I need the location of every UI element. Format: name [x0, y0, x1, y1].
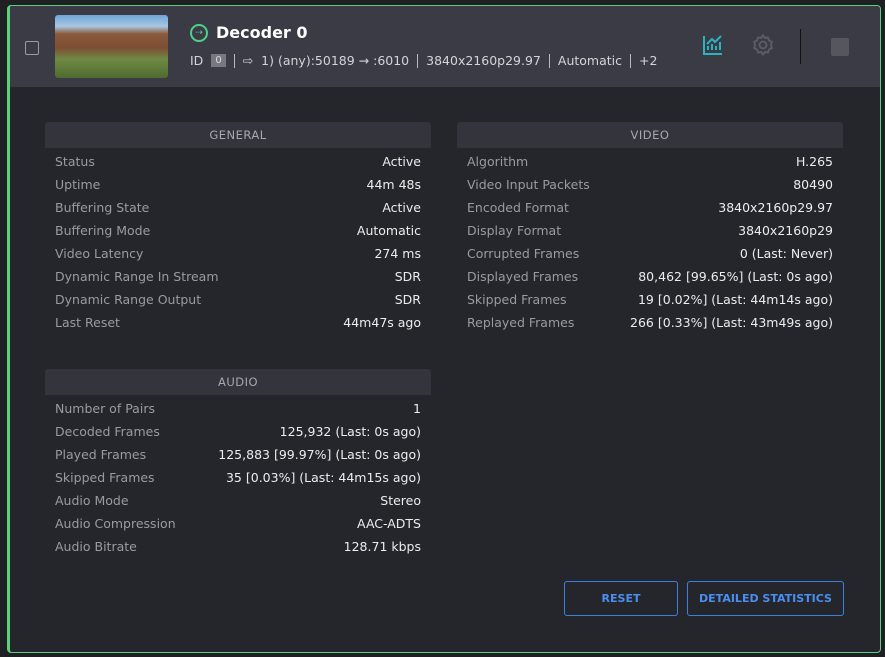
row-value: 274 ms	[374, 246, 421, 261]
audio-section: AUDIO Number of Pairs 1 Decoded Frames 125,…	[45, 369, 431, 558]
row-label: Corrupted Frames	[467, 246, 580, 261]
row-label: Number of Pairs	[55, 401, 155, 416]
audio-title: AUDIO	[45, 369, 431, 395]
row-label: Algorithm	[467, 154, 529, 169]
audio-row: Audio Compression AAC-ADTS	[45, 512, 431, 535]
decoder-meta: ID 0 ⇨ 1) (any):50189 → :6010 3840x2160p…	[190, 53, 657, 68]
row-value: 1	[413, 401, 421, 416]
audio-row: Audio Bitrate 128.71 kbps	[45, 535, 431, 558]
general-section: GENERAL Status Active Uptime 44m 48s Bufferi…	[45, 122, 431, 334]
general-row: Last Reset 44m47s ago	[45, 311, 431, 334]
row-label: Audio Bitrate	[55, 539, 137, 554]
general-title: GENERAL	[45, 122, 431, 148]
row-label: Dynamic Range Output	[55, 292, 202, 307]
row-value: Stereo	[380, 493, 421, 508]
audio-row: Number of Pairs 1	[45, 397, 431, 420]
video-row: Video Input Packets 80490	[457, 173, 843, 196]
audio-row: Decoded Frames 125,932 (Last: 0s ago)	[45, 420, 431, 443]
row-label: Replayed Frames	[467, 315, 575, 330]
video-row: Corrupted Frames 0 (Last: Never)	[457, 242, 843, 265]
id-label: ID	[190, 53, 204, 68]
row-value: 80,462 [99.65%] (Last: 0s ago)	[638, 269, 833, 284]
row-value: 35 [0.03%] (Last: 44m15s ago)	[225, 470, 421, 485]
row-label: Audio Compression	[55, 516, 176, 531]
video-thumbnail[interactable]	[55, 15, 168, 78]
row-label: Video Latency	[55, 246, 144, 261]
row-label: Uptime	[55, 177, 101, 192]
row-value: SDR	[394, 269, 421, 284]
settings-gear-icon[interactable]	[752, 33, 774, 61]
row-value: Active	[382, 154, 421, 169]
row-label: Displayed Frames	[467, 269, 579, 284]
mode-info: Automatic	[557, 53, 622, 68]
video-row: Algorithm H.265	[457, 150, 843, 173]
decoder-status-icon: ⇢	[190, 23, 208, 42]
general-row: Video Latency 274 ms	[45, 242, 431, 265]
format-info: 3840x2160p29.97	[426, 53, 541, 68]
video-section: VIDEO Algorithm H.265 Video Input Packets 8…	[457, 122, 843, 334]
row-value: Automatic	[356, 223, 421, 238]
audio-row: Audio Mode Stereo	[45, 489, 431, 512]
video-row: Skipped Frames 19 [0.02%] (Last: 44m14s a…	[457, 288, 843, 311]
general-row: Status Active	[45, 150, 431, 173]
row-value: Active	[382, 200, 421, 215]
row-value: 44m 48s	[366, 177, 421, 192]
stop-button[interactable]	[831, 38, 849, 56]
row-value: 125,883 [99.97%] (Last: 0s ago)	[218, 447, 421, 462]
decoder-name: Decoder 0	[216, 23, 308, 42]
row-value: 125,932 (Last: 0s ago)	[279, 424, 421, 439]
general-row: Buffering State Active	[45, 196, 431, 219]
row-value: 266 [0.33%] (Last: 43m49s ago)	[630, 315, 833, 330]
row-value: 19 [0.02%] (Last: 44m14s ago)	[637, 292, 833, 307]
row-label: Video Input Packets	[467, 177, 590, 192]
row-label: Dynamic Range In Stream	[55, 269, 219, 284]
row-label: Decoded Frames	[55, 424, 160, 439]
row-value: 44m47s ago	[343, 315, 421, 330]
decoder-header: ⇢ Decoder 0 ID 0 ⇨ 1) (any):50189 → :601…	[10, 6, 880, 87]
row-label: Status	[55, 154, 95, 169]
row-value: SDR	[394, 292, 421, 307]
row-value: AAC-ADTS	[357, 516, 421, 531]
detailed-statistics-button[interactable]: DETAILED STATISTICS	[687, 581, 844, 616]
more-badge[interactable]: +2	[639, 53, 658, 68]
audio-row: Played Frames 125,883 [99.97%] (Last: 0s …	[45, 443, 431, 466]
row-label: Display Format	[467, 223, 562, 238]
decoder-title: ⇢ Decoder 0	[190, 23, 308, 42]
audio-row: Skipped Frames 35 [0.03%] (Last: 44m15s a…	[45, 466, 431, 489]
video-row: Display Format 3840x2160p29	[457, 219, 843, 242]
row-label: Played Frames	[55, 447, 147, 462]
row-value: 3840x2160p29	[738, 223, 833, 238]
video-row: Displayed Frames 80,462 [99.65%] (Last: 0…	[457, 265, 843, 288]
header-divider	[800, 29, 801, 64]
row-value: 3840x2160p29.97	[718, 200, 833, 215]
row-label: Audio Mode	[55, 493, 129, 508]
row-label: Skipped Frames	[55, 470, 155, 485]
id-badge: 0	[211, 54, 226, 67]
video-title: VIDEO	[457, 122, 843, 148]
select-checkbox[interactable]	[25, 41, 39, 55]
general-row: Uptime 44m 48s	[45, 173, 431, 196]
reset-button[interactable]: RESET	[564, 581, 678, 616]
row-label: Buffering Mode	[55, 223, 151, 238]
row-label: Skipped Frames	[467, 292, 567, 307]
video-row: Encoded Format 3840x2160p29.97	[457, 196, 843, 219]
row-value: 0 (Last: Never)	[739, 246, 833, 261]
decoder-card: ⇢ Decoder 0 ID 0 ⇨ 1) (any):50189 → :601…	[7, 5, 881, 653]
general-row: Dynamic Range Output SDR	[45, 288, 431, 311]
row-value: 128.71 kbps	[343, 539, 421, 554]
input-icon: ⇨	[242, 53, 254, 68]
stream-info: 1) (any):50189 → :6010	[261, 53, 410, 68]
row-label: Encoded Format	[467, 200, 569, 215]
row-label: Buffering State	[55, 200, 150, 215]
row-label: Last Reset	[55, 315, 120, 330]
row-value: H.265	[795, 154, 833, 169]
row-value: 80490	[793, 177, 833, 192]
video-row: Replayed Frames 266 [0.33%] (Last: 43m49s…	[457, 311, 843, 334]
general-row: Dynamic Range In Stream SDR	[45, 265, 431, 288]
statistics-chart-icon[interactable]	[702, 34, 724, 61]
general-row: Buffering Mode Automatic	[45, 219, 431, 242]
